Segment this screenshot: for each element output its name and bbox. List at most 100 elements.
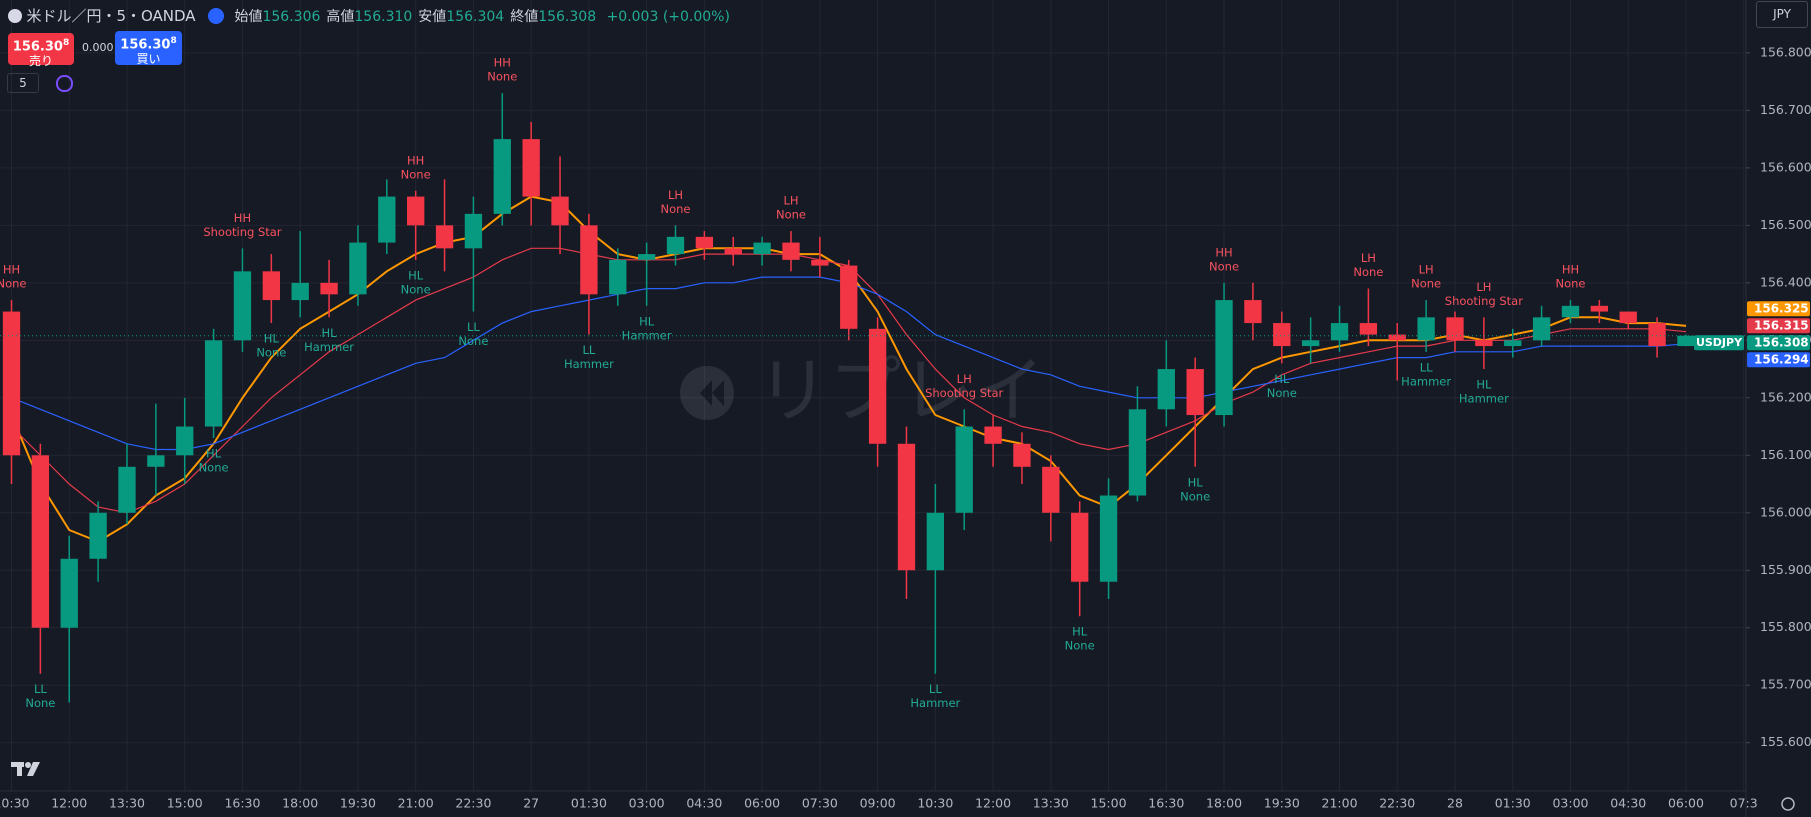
candle-body: [897, 443, 916, 571]
candle-body: [1330, 323, 1349, 341]
pattern-label: HH: [1562, 263, 1579, 277]
pattern-label: HL: [408, 268, 424, 282]
pattern-label: None: [1353, 265, 1383, 279]
pattern-label: LL: [34, 682, 47, 696]
x-tick-label: 15:00: [1091, 796, 1127, 811]
candle-body: [60, 558, 78, 628]
buy-label: 買い: [136, 52, 161, 67]
pattern-label: LH: [668, 188, 683, 202]
x-tick-label: 04:30: [1610, 796, 1646, 811]
candle-body: [2, 311, 21, 456]
pattern-label: HL: [1274, 372, 1290, 386]
price-tag-label: 156.294: [1754, 352, 1809, 366]
symbol-tag: [1694, 335, 1744, 351]
candle-body: [1157, 369, 1175, 410]
tv-logo: [11, 762, 40, 776]
candle-body: [378, 196, 396, 243]
candle-body: [551, 196, 569, 226]
pattern-label: LH: [1419, 263, 1434, 277]
sell-label: 売り: [28, 54, 53, 69]
pattern-label: HH: [3, 263, 20, 277]
pattern-label: Hammer: [1401, 374, 1451, 388]
x-tick-label: 06:00: [1668, 796, 1704, 811]
candle-body: [840, 265, 858, 329]
pattern-label: HL: [639, 314, 655, 328]
candle-body: [695, 236, 714, 249]
x-tick-label: 18:00: [282, 796, 318, 811]
candle-body: [147, 455, 165, 467]
candle-body: [1475, 340, 1493, 347]
y-tick-label: 155.800: [1760, 619, 1811, 634]
price-tag-label: 156.315: [1754, 318, 1809, 332]
candle-body: [1648, 323, 1666, 347]
pattern-label: Hammer: [564, 357, 614, 371]
sell-button[interactable]: 156.308 売り: [8, 33, 74, 69]
candle-body: [1532, 317, 1551, 341]
logo-part: [17, 762, 22, 776]
candle-body: [262, 271, 280, 301]
x-tick-label: 18:00: [1206, 796, 1242, 811]
pattern-label: None: [1065, 639, 1095, 653]
candle-body: [204, 340, 223, 427]
x-tick-label: 15:00: [167, 796, 203, 811]
x-tick-label: 04:30: [686, 796, 722, 811]
pattern-label: LH: [783, 194, 798, 208]
y-tick-label: 156.100: [1760, 447, 1811, 462]
pattern-label: LH: [1476, 280, 1491, 294]
grid: [0, 0, 1746, 791]
x-tick-label: 13:30: [109, 796, 145, 811]
pattern-label: None: [661, 202, 691, 216]
x-tick-label: 09:00: [860, 796, 896, 811]
pattern-label: None: [1209, 259, 1239, 273]
pattern-label: LL: [467, 320, 480, 334]
pattern-label: LH: [957, 372, 972, 386]
pattern-label: LL: [582, 343, 595, 357]
candle-body: [522, 139, 540, 197]
sync-icon[interactable]: [56, 75, 73, 92]
watermark-arrows: [700, 380, 724, 406]
candle-body: [291, 282, 309, 301]
candle-body: [118, 466, 136, 513]
symbol-tag-label: USDJPY: [1696, 336, 1743, 349]
price-tag-label: 156.308: [1754, 335, 1809, 349]
x-tick-label: 10:30: [0, 796, 30, 811]
candle-body: [753, 242, 771, 255]
x-tick-label: 19:30: [340, 796, 376, 811]
candle-body: [666, 236, 685, 255]
candle-body: [1215, 300, 1233, 416]
candle-body: [724, 248, 742, 255]
candle-body: [811, 259, 829, 266]
currency-box[interactable]: JPY: [1756, 1, 1808, 28]
buy-pip: 8: [170, 36, 177, 46]
ohlc-label: 高値: [326, 9, 355, 25]
candle-body: [1677, 335, 1695, 347]
candle-body: [1273, 323, 1291, 347]
pattern-label: Shooting Star: [203, 225, 281, 239]
x-tick-label: 16:30: [1148, 796, 1184, 811]
candle-body: [233, 271, 252, 341]
x-tick-label: 27: [523, 796, 539, 811]
candle-body: [31, 455, 50, 628]
candle-body: [609, 259, 627, 295]
pattern-label: HH: [234, 211, 251, 225]
replay-icon[interactable]: [208, 8, 225, 24]
candle-body: [435, 225, 454, 249]
candle-body: [637, 254, 656, 260]
candle-body: [1590, 305, 1609, 312]
settings-icon[interactable]: [1781, 797, 1795, 811]
x-tick-label: 07:3: [1730, 796, 1758, 811]
candle-body: [176, 426, 194, 456]
candle-body: [1128, 409, 1147, 496]
price-tag: [1747, 318, 1810, 334]
buy-button[interactable]: 156.308 買い: [115, 31, 182, 67]
y-tick-label: 155.700: [1760, 677, 1811, 692]
x-tick-label: 21:00: [1322, 796, 1358, 811]
pattern-label: None: [487, 70, 517, 84]
interval-box[interactable]: 5: [7, 73, 39, 93]
x-tick-label: 03:00: [1552, 796, 1588, 811]
price-tag: [1747, 301, 1810, 317]
pattern-label: Shooting Star: [925, 386, 1003, 400]
pattern-label: None: [458, 334, 488, 348]
